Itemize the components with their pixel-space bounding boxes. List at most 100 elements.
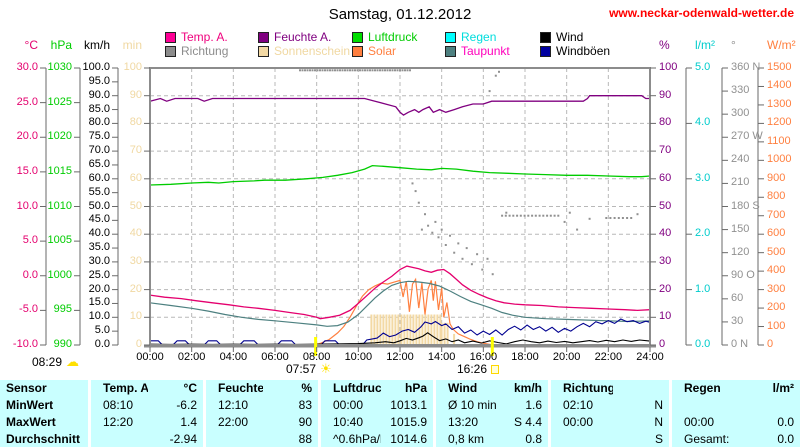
series-richtung xyxy=(481,268,484,271)
table-cell-time xyxy=(551,431,613,447)
tick-label-pct: 70 xyxy=(659,144,672,157)
legend-item-taupunkt: Taupunkt xyxy=(445,45,510,57)
tick-label-deg: 150 xyxy=(731,222,750,235)
series-sonnenschein xyxy=(446,322,449,345)
series-richtung xyxy=(609,217,612,219)
legend-label: Temp. A. xyxy=(181,30,228,44)
site-url-link[interactable]: www.neckar-odenwald-wetter.de xyxy=(609,6,794,20)
tick-label-pct: 10 xyxy=(659,310,672,323)
tick-label-hpa: 1025 xyxy=(47,95,72,108)
series-richtung xyxy=(488,90,491,93)
table-cell-value: 1.4 xyxy=(148,414,203,431)
series-sonnenschein xyxy=(436,314,439,345)
tick-label-wm2: 200 xyxy=(767,301,786,314)
table-col-header: Wind xyxy=(436,380,496,397)
legend-swatch-luftdruck xyxy=(352,31,363,43)
table-separator xyxy=(203,414,206,431)
series-sonnenschein xyxy=(443,322,446,345)
tick-label-kmh: 75.0 xyxy=(88,130,110,143)
series-richtung xyxy=(444,244,447,246)
tick-label-hpa: 1005 xyxy=(47,234,72,247)
table-separator xyxy=(88,431,91,447)
series-richtung xyxy=(336,69,339,72)
table-cell-time: 12:20 xyxy=(91,414,148,431)
axis-header-deg: ° xyxy=(731,38,736,52)
table-cell-time xyxy=(91,431,148,447)
series-richtung xyxy=(404,69,406,72)
series-richtung xyxy=(420,228,423,231)
tick-label-kmh: 5.0 xyxy=(94,324,110,337)
table-cell-time: Gesamt: xyxy=(672,431,734,447)
tick-label-temp: 0.0 xyxy=(22,268,38,281)
tick-label-temp: -10.0 xyxy=(12,338,38,350)
tick-label-wm2: 0 xyxy=(767,338,774,350)
table-col-unit: % xyxy=(263,380,318,397)
legend-item-sonnenschein: Sonnenschein xyxy=(258,45,350,57)
series-richtung xyxy=(391,69,394,72)
series-richtung xyxy=(553,214,556,217)
series-sonnenschein xyxy=(394,314,397,345)
tick-label-hpa: 995 xyxy=(53,303,72,316)
table-cell-value: 1013.1 xyxy=(381,397,433,414)
table-separator xyxy=(669,414,672,431)
tick-label-pct: 30 xyxy=(659,254,672,267)
table-separator xyxy=(318,380,321,397)
tick-label-wm2: 400 xyxy=(767,264,786,277)
series-richtung xyxy=(494,74,497,77)
series-richtung xyxy=(369,69,371,72)
table-cell-time: 22:00 xyxy=(206,414,263,431)
series-richtung xyxy=(461,257,464,260)
series-richtung xyxy=(309,69,311,72)
table-cell-value: N xyxy=(613,397,669,414)
table-row-header: MinWert xyxy=(0,397,88,414)
series-richtung xyxy=(411,182,414,185)
table-cell-time: ^0.6hPa/h xyxy=(321,431,387,447)
series-sonnenschein xyxy=(430,314,433,345)
series-richtung xyxy=(326,69,329,72)
series-solar xyxy=(150,277,650,346)
table-cell-value: S 4.4 xyxy=(496,414,548,431)
tick-label-temp: 10.0 xyxy=(16,199,38,212)
series-richtung xyxy=(626,217,629,219)
series-sonnenschein xyxy=(433,314,436,345)
series-sonnenschein xyxy=(373,314,376,345)
series-richtung xyxy=(351,69,354,72)
legend-item-temp-a: Temp. A. xyxy=(165,31,228,43)
series-feuchte-a xyxy=(149,95,650,116)
tick-label-wm2: 1100 xyxy=(767,134,791,147)
table-row-header: Sensor xyxy=(0,380,88,397)
legend-swatch-regen xyxy=(445,31,456,43)
series-richtung xyxy=(301,69,304,72)
legend-item-windboen: Windböen xyxy=(540,45,610,57)
series-richtung xyxy=(568,211,571,214)
series-richtung xyxy=(546,214,549,217)
series-richtung xyxy=(630,217,633,219)
tick-label-deg: 240 xyxy=(731,153,750,166)
table-cell-time: 10:40 xyxy=(321,414,381,431)
tick-label-min: 30 xyxy=(129,254,142,267)
series-sonnenschein xyxy=(453,333,456,345)
series-richtung xyxy=(531,214,534,217)
tick-label-deg: 300 xyxy=(731,107,750,120)
series-richtung xyxy=(334,69,336,72)
legend-label: Feuchte A. xyxy=(274,30,332,44)
series-richtung xyxy=(321,69,324,72)
series-sonnenschein xyxy=(370,314,373,345)
series-richtung xyxy=(534,214,537,217)
tick-label-kmh: 60.0 xyxy=(88,171,110,184)
tick-label-kmh: 40.0 xyxy=(88,227,110,240)
tick-label-kmh: 25.0 xyxy=(88,268,110,281)
tick-label-lm2: 4.0 xyxy=(695,116,711,129)
table-separator xyxy=(433,414,436,431)
series-richtung xyxy=(538,214,541,217)
series-richtung xyxy=(549,214,552,217)
axis-header-wm2: W/m² xyxy=(767,38,796,52)
series-richtung xyxy=(299,69,301,72)
series-richtung xyxy=(470,263,473,266)
table-separator xyxy=(433,380,436,397)
tick-label-kmh: 15.0 xyxy=(88,296,110,309)
x-tick-label: 24:00 xyxy=(636,351,664,363)
sunset-square-icon xyxy=(491,364,500,374)
sunset-value: 16:26 xyxy=(457,362,488,376)
tick-label-min: 0 xyxy=(135,338,142,350)
